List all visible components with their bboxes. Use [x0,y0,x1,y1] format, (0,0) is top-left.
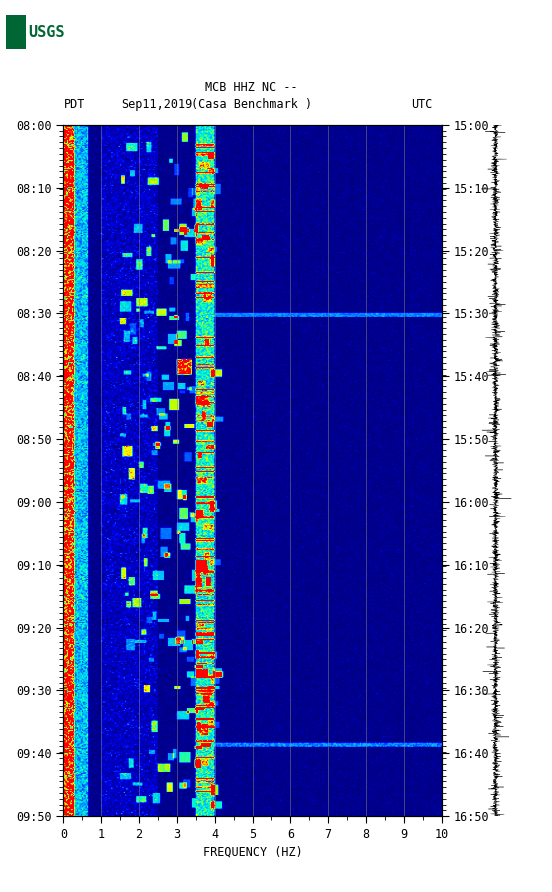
Text: Sep11,2019: Sep11,2019 [121,97,193,111]
Text: UTC: UTC [411,97,433,111]
Text: PDT: PDT [63,97,85,111]
X-axis label: FREQUENCY (HZ): FREQUENCY (HZ) [203,845,302,858]
Bar [6,15,25,49]
Text: MCB HHZ NC --: MCB HHZ NC -- [205,80,298,94]
Text: USGS: USGS [29,25,65,39]
Text: (Casa Benchmark ): (Casa Benchmark ) [190,97,312,111]
